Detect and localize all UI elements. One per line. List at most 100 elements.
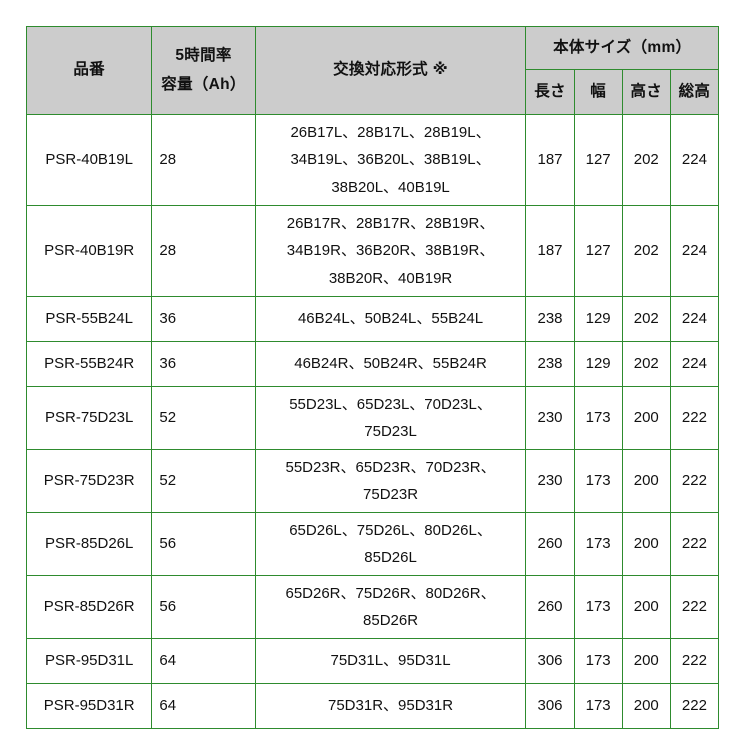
cell-total-height: 224 <box>669 114 720 206</box>
cell-capacity: 64 <box>151 638 256 684</box>
cell-capacity: 52 <box>151 449 256 513</box>
table-body: PSR-40B19L 28 26B17L、28B17L、28B19L、 34B19L、… <box>25 114 720 729</box>
cell-total-height: 222 <box>669 386 720 450</box>
cell-part-number: PSR-75D23L <box>25 386 153 450</box>
cell-width: 173 <box>573 638 623 684</box>
column-header-compatible-models: 交換対応形式 ※ <box>254 26 527 115</box>
cell-compatible-models: 55D23R、65D23R、70D23R、 75D23R <box>254 449 527 513</box>
cell-capacity: 56 <box>151 575 256 639</box>
cell-width: 173 <box>573 575 623 639</box>
compatible-model-line: 34B19L、36B20L、38B19L、 <box>290 151 491 169</box>
cell-compatible-models: 26B17L、28B17L、28B19L、 34B19L、36B20L、38B19… <box>254 114 527 206</box>
compatible-model-line: 75D23R <box>363 486 419 503</box>
cell-width: 173 <box>573 386 623 450</box>
cell-height: 200 <box>621 449 671 513</box>
cell-capacity: 52 <box>151 386 256 450</box>
cell-compatible-models: 65D26L、75D26L、80D26L、 85D26L <box>254 512 527 576</box>
cell-height: 202 <box>621 341 671 387</box>
cell-part-number: PSR-95D31L <box>25 638 153 684</box>
cell-compatible-models: 65D26R、75D26R、80D26R、 85D26R <box>254 575 527 639</box>
table-row: PSR-85D26L 56 65D26L、75D26L、80D26L、 85D26L 2… <box>25 512 720 576</box>
cell-length: 230 <box>525 449 575 513</box>
table-row: PSR-95D31R 64 75D31R、95D31R 306 173 200 222 <box>25 683 720 729</box>
table-row: PSR-85D26R 56 65D26R、75D26R、80D26R、 85D26R 2… <box>25 575 720 639</box>
compatible-model-line: 26B17R、28B17R、28B19R、 <box>286 215 495 233</box>
column-header-length: 長さ <box>525 69 575 115</box>
cell-width: 173 <box>573 512 623 576</box>
column-header-part-number: 品番 <box>25 26 153 115</box>
cell-height: 200 <box>621 575 671 639</box>
cell-height: 200 <box>621 386 671 450</box>
cell-compatible-models: 75D31R、95D31R <box>254 683 527 729</box>
cell-compatible-models: 55D23L、65D23L、70D23L、 75D23L <box>254 386 527 450</box>
cell-height: 202 <box>621 296 671 342</box>
cell-length: 187 <box>525 205 575 297</box>
cell-width: 173 <box>573 683 623 729</box>
cell-length: 230 <box>525 386 575 450</box>
compatible-model-line: 26B17L、28B17L、28B19L、 <box>290 124 491 142</box>
cell-part-number: PSR-55B24L <box>25 296 153 342</box>
header-row-sub: 長さ 幅 高さ 総高 <box>27 69 720 115</box>
compatible-model-line: 55D23R、65D23R、70D23R、 <box>285 458 496 476</box>
compatible-model-line: 75D31R、95D31R <box>328 697 454 715</box>
cell-compatible-models: 46B24R、50B24R、55B24R <box>254 341 527 387</box>
cell-length: 238 <box>525 341 575 387</box>
cell-width: 129 <box>573 296 623 342</box>
compatible-model-line: 46B24L、50B24L、55B24L <box>297 310 484 328</box>
cell-height: 200 <box>621 638 671 684</box>
cell-total-height: 222 <box>669 575 720 639</box>
column-header-width: 幅 <box>573 69 623 115</box>
cell-compatible-models: 75D31L、95D31L <box>254 638 527 684</box>
table-row: PSR-55B24L 36 46B24L、50B24L、55B24L 238 129 20… <box>25 296 720 342</box>
cell-length: 238 <box>525 296 575 342</box>
cell-part-number: PSR-75D23R <box>25 449 153 513</box>
table-row: PSR-75D23R 52 55D23R、65D23R、70D23R、 75D23R 2… <box>25 449 720 513</box>
cell-total-height: 224 <box>669 341 720 387</box>
compatible-model-line: 85D26R <box>363 612 419 629</box>
battery-spec-table: 品番 5時間率 容量（Ah） 交換対応形式 ※ 本体サイズ（mm） 長さ 幅 高… <box>25 26 720 729</box>
cell-capacity: 28 <box>151 114 256 206</box>
cell-part-number: PSR-55B24R <box>25 341 153 387</box>
cell-length: 306 <box>525 638 575 684</box>
cell-height: 202 <box>621 114 671 206</box>
column-header-capacity: 5時間率 容量（Ah） <box>151 26 256 115</box>
column-header-total-height: 総高 <box>669 69 720 115</box>
cell-compatible-models: 26B17R、28B17R、28B19R、 34B19R、36B20R、38B19… <box>254 205 527 297</box>
cell-length: 260 <box>525 575 575 639</box>
cell-total-height: 222 <box>669 638 720 684</box>
compatible-model-line: 38B20R、40B19R <box>328 269 453 287</box>
cell-length: 306 <box>525 683 575 729</box>
cell-part-number: PSR-85D26L <box>25 512 153 576</box>
cell-width: 127 <box>573 114 623 206</box>
cell-capacity: 64 <box>151 683 256 729</box>
cell-total-height: 224 <box>669 205 720 297</box>
cell-capacity: 36 <box>151 296 256 342</box>
cell-part-number: PSR-85D26R <box>25 575 153 639</box>
table-header: 品番 5時間率 容量（Ah） 交換対応形式 ※ 本体サイズ（mm） 長さ 幅 高… <box>25 26 720 115</box>
cell-total-height: 222 <box>669 449 720 513</box>
table-row: PSR-75D23L 52 55D23L、65D23L、70D23L、 75D23L 2… <box>25 386 720 450</box>
compatible-model-line: 75D23L <box>364 423 417 440</box>
cell-total-height: 222 <box>669 512 720 576</box>
cell-part-number: PSR-40B19R <box>25 205 153 297</box>
header-row-top: 品番 5時間率 容量（Ah） 交換対応形式 ※ 本体サイズ（mm） <box>25 26 719 115</box>
compatible-model-line: 65D26R、75D26R、80D26R、 <box>285 584 496 602</box>
cell-part-number: PSR-40B19L <box>25 114 153 206</box>
compatible-model-line: 75D31L、95D31L <box>330 652 451 670</box>
table-row: PSR-95D31L 64 75D31L、95D31L 306 173 200 222 <box>25 638 720 684</box>
compatible-model-line: 34B19R、36B20R、38B19R、 <box>286 242 495 260</box>
compatible-model-line: 38B20L、40B19L <box>331 178 450 196</box>
cell-height: 200 <box>621 683 671 729</box>
column-header-height: 高さ <box>621 69 671 115</box>
table-row: PSR-55B24R 36 46B24R、50B24R、55B24R 238 129 20… <box>25 341 720 387</box>
cell-total-height: 224 <box>669 296 720 342</box>
cell-height: 202 <box>621 205 671 297</box>
capacity-header-line-1: 5時間率 <box>175 47 232 65</box>
capacity-header-line-2: 容量（Ah） <box>161 75 246 93</box>
cell-width: 173 <box>573 449 623 513</box>
cell-compatible-models: 46B24L、50B24L、55B24L <box>254 296 527 342</box>
cell-capacity: 56 <box>151 512 256 576</box>
cell-width: 129 <box>573 341 623 387</box>
table-row: PSR-40B19R 28 26B17R、28B17R、28B19R、 34B19R、… <box>25 205 720 297</box>
